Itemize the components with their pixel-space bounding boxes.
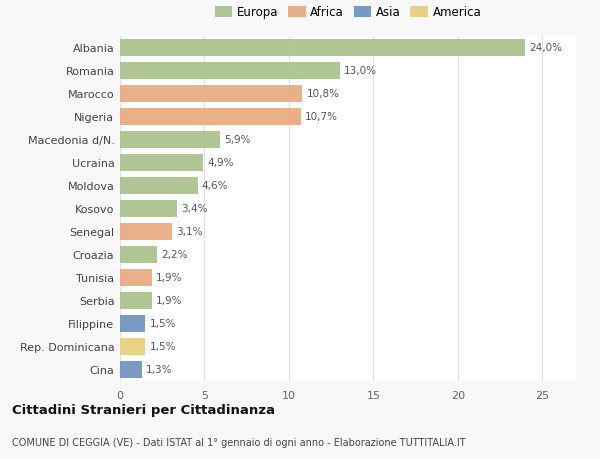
Bar: [120, 224, 172, 240]
Text: 2,2%: 2,2%: [161, 250, 188, 260]
Text: 1,3%: 1,3%: [146, 364, 173, 375]
Bar: [120, 40, 526, 56]
Text: 1,5%: 1,5%: [149, 319, 176, 329]
Text: 10,8%: 10,8%: [307, 89, 340, 99]
Bar: [120, 155, 203, 171]
Text: COMUNE DI CEGGIA (VE) - Dati ISTAT al 1° gennaio di ogni anno - Elaborazione TUT: COMUNE DI CEGGIA (VE) - Dati ISTAT al 1°…: [12, 437, 466, 447]
Text: 1,9%: 1,9%: [157, 273, 183, 283]
Bar: [120, 338, 145, 355]
Bar: [120, 86, 302, 102]
Bar: [120, 109, 301, 125]
Text: 10,7%: 10,7%: [305, 112, 338, 122]
Bar: [120, 132, 220, 148]
Bar: [120, 269, 152, 286]
Bar: [120, 246, 157, 263]
Bar: [120, 292, 152, 309]
Text: 3,4%: 3,4%: [182, 204, 208, 214]
Text: 4,9%: 4,9%: [207, 158, 233, 168]
Bar: [120, 178, 197, 194]
Legend: Europa, Africa, Asia, America: Europa, Africa, Asia, America: [210, 1, 486, 24]
Text: 24,0%: 24,0%: [530, 43, 563, 53]
Bar: [120, 361, 142, 378]
Bar: [120, 63, 340, 79]
Bar: [120, 201, 178, 217]
Text: 3,1%: 3,1%: [176, 227, 203, 237]
Text: 4,6%: 4,6%: [202, 181, 229, 191]
Text: 5,9%: 5,9%: [224, 135, 250, 145]
Text: 13,0%: 13,0%: [344, 66, 377, 76]
Text: 1,9%: 1,9%: [157, 296, 183, 306]
Bar: [120, 315, 145, 332]
Text: Cittadini Stranieri per Cittadinanza: Cittadini Stranieri per Cittadinanza: [12, 403, 275, 416]
Text: 1,5%: 1,5%: [149, 341, 176, 352]
